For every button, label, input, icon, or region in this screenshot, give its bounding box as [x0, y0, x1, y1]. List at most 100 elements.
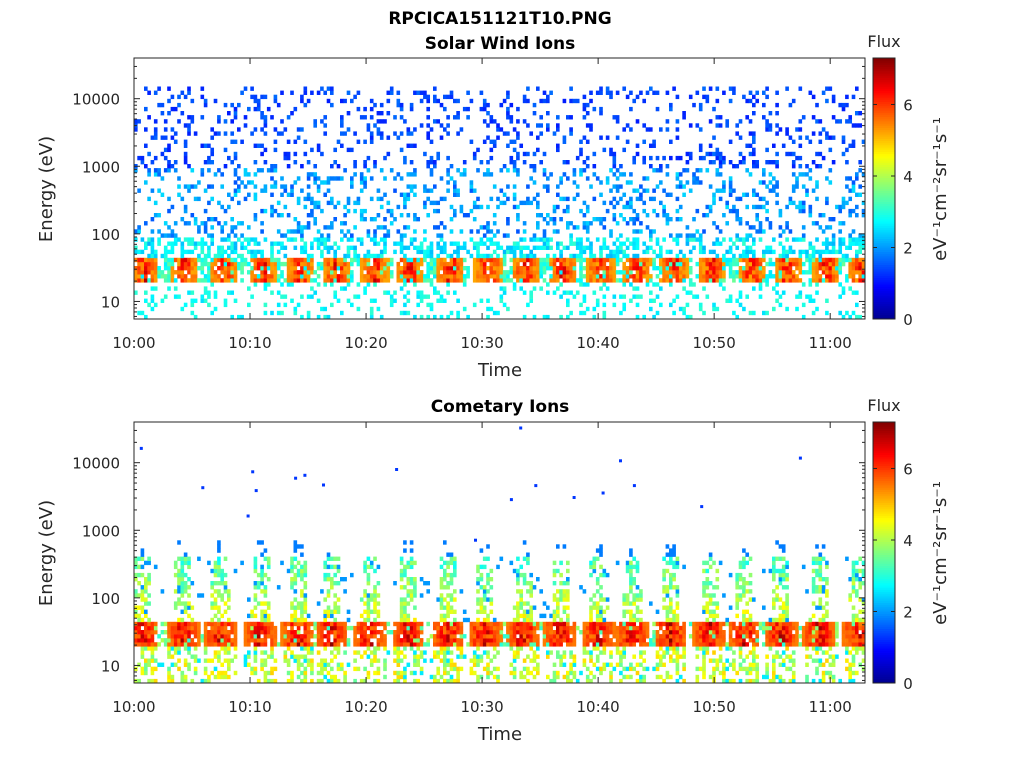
heatmap-cell — [333, 678, 338, 684]
heatmap-cell — [436, 625, 441, 631]
heatmap-cell — [316, 261, 321, 267]
heatmap-cell — [632, 257, 637, 263]
heatmap-cell — [393, 642, 397, 647]
heatmap-cell — [144, 270, 148, 275]
heatmap-cell — [326, 200, 331, 206]
heatmap-cell — [286, 261, 291, 267]
heatmap-cell — [652, 298, 656, 303]
heatmap-cell — [369, 196, 374, 202]
heatmap-cell — [310, 200, 314, 206]
heatmap-cell — [230, 625, 235, 631]
colorbar-segment — [873, 175, 895, 179]
heatmap-cell — [213, 642, 218, 647]
heatmap-cell — [698, 237, 703, 242]
heatmap-cell — [300, 678, 304, 684]
heatmap-cell — [575, 245, 580, 250]
heatmap-cell — [506, 274, 510, 279]
heatmap-cell — [227, 278, 231, 283]
heatmap-cell — [203, 298, 208, 303]
heatmap-cell — [416, 646, 421, 651]
heatmap-cell — [672, 270, 676, 275]
heatmap-cell — [635, 119, 640, 124]
heatmap-cell — [300, 270, 304, 275]
heatmap-cell — [183, 609, 188, 614]
heatmap-cell — [393, 621, 397, 627]
heatmap-cell — [622, 253, 627, 259]
heatmap-cell — [207, 168, 211, 173]
heatmap-cell — [851, 290, 856, 295]
heatmap-cell — [858, 123, 863, 128]
heatmap-cell — [629, 261, 633, 267]
heatmap-cell — [732, 310, 736, 316]
heatmap-cell — [562, 208, 567, 214]
heatmap-cell — [373, 278, 377, 283]
heatmap-cell — [781, 266, 786, 271]
heatmap-cell — [193, 278, 198, 283]
heatmap-cell — [522, 257, 527, 263]
heatmap-cell — [233, 642, 238, 647]
heatmap-cell — [456, 278, 460, 283]
heatmap-cell — [330, 176, 334, 181]
heatmap-cell — [469, 180, 474, 185]
heatmap-cell — [403, 192, 407, 197]
heatmap-cell — [848, 233, 853, 238]
heatmap-cell — [735, 261, 740, 267]
heatmap-cell — [240, 221, 244, 226]
heatmap-cell — [167, 650, 171, 655]
heatmap-cell — [429, 160, 434, 165]
heatmap-cell — [592, 164, 597, 169]
heatmap-cell — [828, 135, 833, 140]
heatmap-cell — [399, 613, 404, 619]
heatmap-cell — [429, 270, 434, 275]
heatmap-cell — [227, 646, 231, 651]
heatmap-cell — [472, 266, 477, 271]
heatmap-cell — [585, 270, 590, 275]
heatmap-cell — [413, 670, 417, 676]
heatmap-cell — [599, 111, 603, 116]
heatmap-cell — [423, 278, 427, 283]
heatmap-cell — [419, 261, 424, 267]
heatmap-cell — [220, 597, 225, 602]
heatmap-cell — [353, 249, 357, 255]
heatmap-cell — [409, 642, 414, 647]
heatmap-cell — [582, 274, 587, 279]
heatmap-cell — [625, 274, 630, 279]
heatmap-cell — [340, 123, 344, 128]
heatmap-cell — [233, 621, 238, 627]
heatmap-cell — [752, 131, 756, 136]
heatmap-cell — [765, 86, 769, 91]
heatmap-cell — [386, 208, 391, 214]
heatmap-cell — [429, 200, 434, 206]
heatmap-cell — [595, 298, 600, 303]
heatmap-cell — [489, 155, 494, 161]
heatmap-cell — [426, 253, 431, 259]
heatmap-cell — [532, 274, 537, 279]
heatmap-cell — [446, 278, 450, 283]
heatmap-cell — [595, 90, 600, 95]
heatmap-cell — [256, 257, 261, 263]
heatmap-cell — [323, 266, 328, 271]
heatmap-cell — [815, 196, 819, 202]
heatmap-cell — [303, 249, 308, 255]
heatmap-cell — [376, 638, 381, 643]
heatmap-cell — [223, 119, 228, 124]
heatmap-cell — [735, 131, 740, 136]
heatmap-cell — [359, 270, 364, 275]
heatmap-cell — [456, 115, 460, 120]
heatmap-cell — [353, 253, 357, 259]
heatmap-cell — [801, 233, 806, 238]
heatmap-cell — [286, 257, 291, 263]
heatmap-cell — [718, 282, 723, 287]
heatmap-cell — [170, 261, 175, 267]
heatmap-cell — [848, 266, 853, 271]
heatmap-cell — [845, 245, 849, 250]
heatmap-cell — [213, 613, 218, 619]
heatmap-cell — [429, 155, 434, 161]
heatmap-cell — [253, 634, 258, 639]
heatmap-cell — [153, 286, 158, 291]
heatmap-cell — [662, 261, 666, 267]
heatmap-cell — [373, 274, 377, 279]
heatmap-cell — [589, 123, 593, 128]
heatmap-cell — [665, 119, 670, 124]
heatmap-cell — [359, 241, 364, 246]
